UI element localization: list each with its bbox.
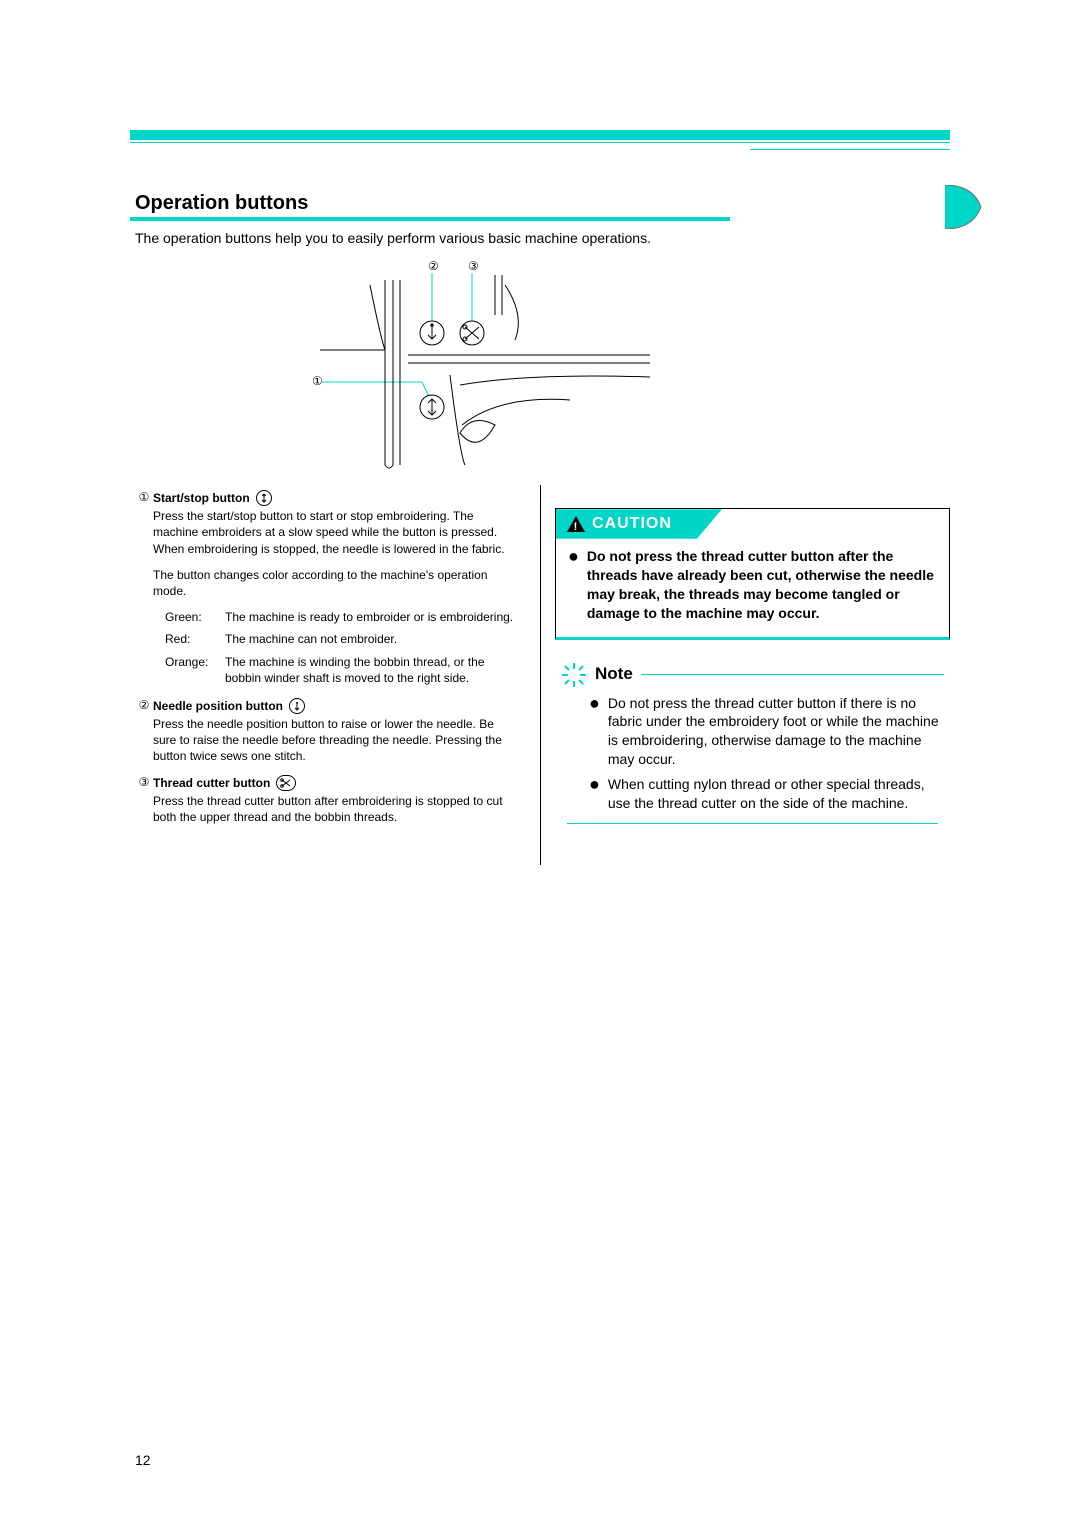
item-desc-1b: The button changes color according to th… [153,567,515,599]
color-desc-red: The machine can not embroider. [225,631,515,647]
note-bullet-1: Do not press the thread cutter button if… [608,694,944,770]
thumb-tab-icon [945,185,985,229]
item-marker-3: ③ [135,775,153,789]
machine-diagram: ② ③ ① [300,255,660,475]
bullet-icon: ● [589,694,600,770]
color-mode-table: Green: The machine is ready to embroider… [165,609,515,686]
page-number: 12 [135,1452,151,1468]
callout-1: ① [312,374,323,388]
section-title: Operation buttons [135,192,308,215]
item-title-1: Start/stop button [153,490,250,506]
item-title-3: Thread cutter button [153,775,270,791]
start-stop-icon [256,490,272,506]
note-burst-icon [561,662,587,688]
caution-triangle-icon: ! [566,515,586,533]
item-desc-3: Press the thread cutter button after emb… [153,793,515,825]
right-column: ! CAUTION ● Do not press the thread cutt… [555,490,950,824]
note-bullet-2: When cutting nylon thread or other speci… [608,775,944,813]
callout-2: ② [428,259,439,273]
bullet-icon: ● [568,547,579,623]
note-label: Note [595,663,633,686]
color-label-orange: Orange: [165,654,225,686]
color-desc-orange: The machine is winding the bobbin thread… [225,654,515,686]
bullet-icon: ● [589,775,600,813]
section-underline [130,217,730,221]
svg-text:!: ! [574,521,579,533]
column-divider [540,485,541,865]
needle-position-icon [289,698,305,714]
callout-3: ③ [468,259,479,273]
item-marker-1: ① [135,490,153,504]
thread-cutter-icon [276,775,296,791]
item-marker-2: ② [135,698,153,712]
color-desc-green: The machine is ready to embroider or is … [225,609,515,625]
note-box: Note ● Do not press the thread cutter bu… [555,662,950,824]
caution-label: CAUTION [592,513,672,535]
caution-bullet-1: Do not press the thread cutter button af… [587,547,937,623]
note-underline [567,823,938,824]
header-bar [130,130,950,140]
color-label-green: Green: [165,609,225,625]
header-line [130,142,950,143]
section-intro: The operation buttons help you to easily… [135,230,651,246]
item-title-2: Needle position button [153,698,283,714]
note-header-line [641,674,944,675]
header-line-2 [750,149,950,150]
left-column: ① Start/stop button Press the start/stop… [135,490,515,835]
color-label-red: Red: [165,631,225,647]
caution-box: ! CAUTION ● Do not press the thread cutt… [555,508,950,640]
item-desc-1a: Press the start/stop button to start or … [153,508,515,557]
item-desc-2: Press the needle position button to rais… [153,716,515,765]
